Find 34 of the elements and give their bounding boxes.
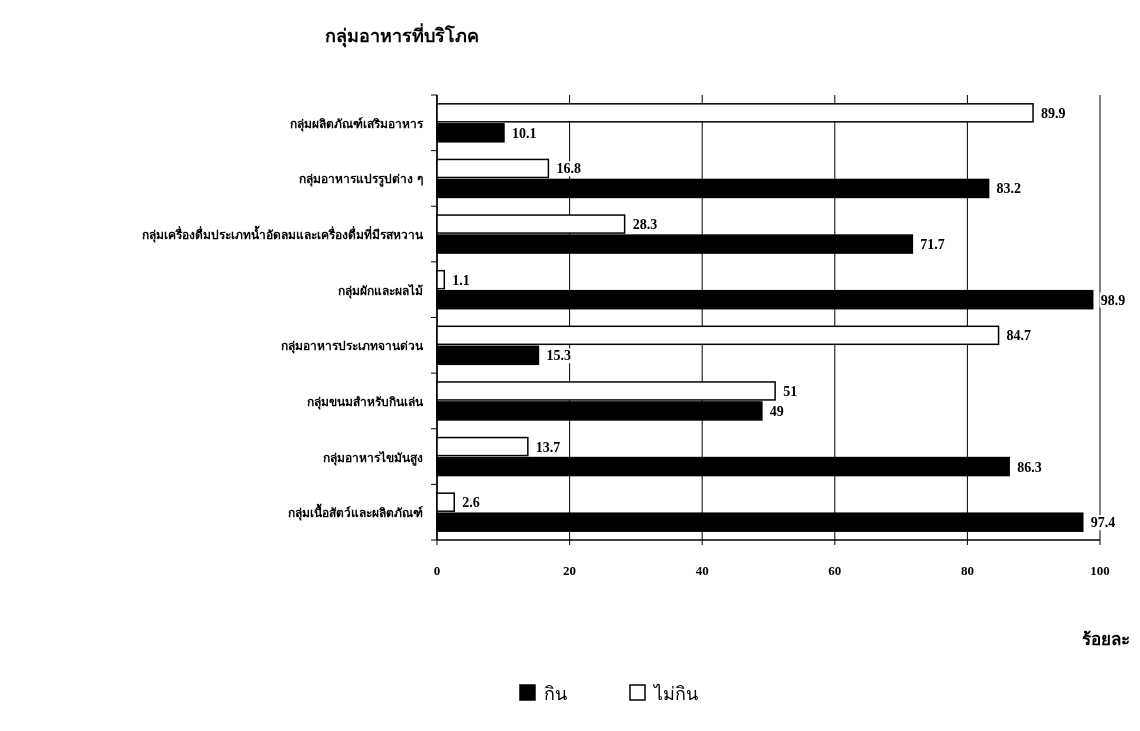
data-label: 13.7: [535, 439, 561, 455]
x-tick-label: 20: [563, 563, 577, 578]
y-tick-label: กลุ่มขนมสำหรับกินเล่น: [307, 394, 424, 410]
data-label: 71.7: [920, 237, 945, 253]
data-label: 86.3: [1017, 459, 1042, 475]
x-tick-label: 100: [1090, 563, 1110, 578]
y-tick-label: กลุ่มผักและผลไม้: [338, 282, 423, 299]
data-label: 10.1: [511, 125, 537, 141]
x-tick-label: 40: [695, 563, 709, 578]
x-tick-label: 0: [433, 563, 441, 578]
data-label: 49: [769, 403, 784, 419]
x-tick-label: 60: [828, 563, 842, 578]
legend-label: ไม่กิน: [652, 683, 698, 704]
data-label: 15.3: [546, 348, 571, 364]
data-label: 1.1: [452, 272, 470, 288]
data-label: 97.4: [1090, 515, 1116, 531]
y-tick-label: กลุ่มอาหารประเภทจานด่วน: [281, 339, 424, 355]
x-axis-title: ร้อยละ: [1082, 629, 1130, 649]
chart-title: กลุ่มอาหารที่บริโภค: [325, 23, 479, 48]
y-tick-label: กลุ่มผลิตภัณฑ์เสริมอาหาร: [290, 116, 424, 132]
data-label: 84.7: [1006, 328, 1032, 344]
legend-label: กิน: [544, 683, 567, 704]
x-tick-label: 80: [960, 563, 974, 578]
data-label: 16.8: [556, 161, 581, 177]
data-label: 28.3: [632, 217, 658, 233]
y-tick-label: กลุ่มอาหารไขมันสูง: [323, 449, 423, 466]
data-label: 83.2: [996, 181, 1022, 197]
data-label: 98.9: [1100, 292, 1126, 308]
y-tick-label: กลุ่มเนื้อสัตว์และผลิตภัณฑ์: [288, 503, 423, 522]
y-tick-label: กลุ่มอาหารแปรรูปต่าง ๆ: [298, 172, 423, 188]
y-tick-label: กลุ่มเครื่องดื่มประเภทน้ำอัดลมและเครื่องดื่มที่มีรสหวาน: [142, 225, 424, 244]
data-label: 2.6: [462, 495, 480, 511]
data-label: 89.9: [1041, 105, 1066, 121]
data-label: 51: [783, 383, 798, 399]
